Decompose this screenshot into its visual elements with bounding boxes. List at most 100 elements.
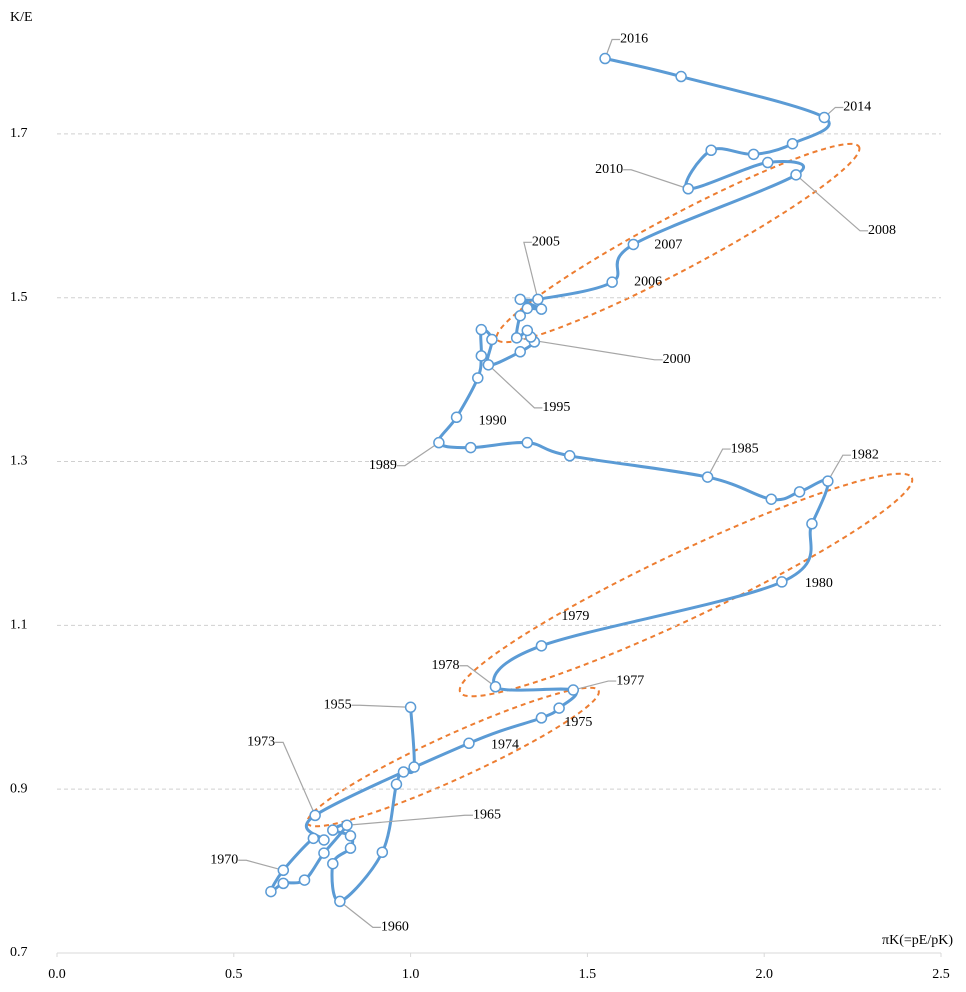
point-marker <box>535 303 548 315</box>
leader-line <box>795 174 869 232</box>
point-marker <box>298 874 311 886</box>
y-tick-label: 0.7 <box>10 945 28 960</box>
point-label: 1960 <box>381 920 409 935</box>
x-tick-label: 2.0 <box>755 967 773 982</box>
point-marker <box>793 486 806 498</box>
leader-line <box>604 38 621 59</box>
point-marker <box>627 238 640 251</box>
point-marker <box>535 712 548 724</box>
point-marker <box>472 372 484 384</box>
y-tick-label: 1.5 <box>10 290 28 305</box>
point-marker <box>450 411 463 424</box>
point-marker <box>475 323 488 336</box>
point-marker <box>705 144 717 157</box>
point-marker <box>567 684 580 696</box>
point-marker <box>341 819 353 831</box>
point-label: 2014 <box>843 100 871 115</box>
leader-line <box>623 169 689 190</box>
point-label: 1975 <box>564 715 592 730</box>
point-label: 1977 <box>616 673 644 688</box>
x-axis-label: πK(=pE/pK) <box>882 933 953 948</box>
point-marker <box>318 834 330 846</box>
point-label: 1973 <box>247 735 275 750</box>
point-label: 2000 <box>663 352 691 367</box>
point-marker <box>790 169 802 181</box>
point-marker <box>309 809 321 822</box>
leader-line <box>396 442 440 467</box>
point-marker <box>535 640 548 652</box>
leader-line <box>573 680 617 691</box>
point-marker <box>475 350 488 362</box>
point-marker <box>701 471 714 483</box>
point-marker <box>599 52 611 65</box>
point-marker <box>521 302 534 315</box>
point-marker <box>822 475 834 487</box>
point-label: 2006 <box>634 274 662 289</box>
point-marker <box>397 766 410 778</box>
x-tick-label: 1.5 <box>579 967 597 982</box>
point-marker <box>464 441 477 454</box>
point-label: 1982 <box>851 447 879 462</box>
leader-line <box>275 741 316 816</box>
point-marker <box>376 846 389 858</box>
point-label: 2010 <box>595 162 623 177</box>
x-tick-label: 2.5 <box>932 967 950 982</box>
point-marker <box>514 309 526 322</box>
y-tick-label: 0.9 <box>10 781 28 796</box>
point-marker <box>786 137 799 150</box>
point-marker <box>307 832 320 845</box>
point-label: 2008 <box>868 223 896 238</box>
point-label: 1985 <box>731 441 759 456</box>
point-marker <box>265 885 277 898</box>
point-marker <box>489 681 502 693</box>
highlight-ellipse <box>495 142 861 344</box>
point-label: 1974 <box>491 738 519 753</box>
y-tick-label: 1.1 <box>10 618 28 633</box>
point-label: 1995 <box>542 400 570 415</box>
point-marker <box>433 436 445 449</box>
data-line <box>269 57 831 903</box>
x-tick-label: 1.0 <box>402 967 420 982</box>
point-marker <box>553 702 565 714</box>
leader-line <box>707 448 731 478</box>
point-marker <box>563 450 576 462</box>
point-marker <box>514 293 526 306</box>
point-marker <box>327 857 339 870</box>
point-marker <box>606 276 618 288</box>
point-marker <box>521 436 534 449</box>
y-tick-label: 1.7 <box>10 126 28 141</box>
point-label: 2005 <box>532 235 560 250</box>
point-marker <box>776 576 788 588</box>
point-marker <box>463 737 475 750</box>
leader-line <box>523 241 539 300</box>
point-label: 1978 <box>431 658 459 673</box>
leader-line <box>346 814 473 826</box>
point-label: 1970 <box>210 852 238 867</box>
point-marker <box>390 778 403 791</box>
y-axis-label: K/E <box>10 10 33 25</box>
leader-line <box>516 337 663 361</box>
leader-line <box>487 364 543 409</box>
y-tick-label: 1.3 <box>10 454 28 469</box>
point-marker <box>482 359 495 371</box>
x-tick-label: 0.0 <box>48 967 66 982</box>
point-label: 1989 <box>369 458 397 473</box>
point-label: 2007 <box>654 238 682 253</box>
point-marker <box>765 493 778 505</box>
point-label: 2016 <box>620 32 648 47</box>
leader-line <box>238 859 284 871</box>
point-marker <box>334 895 346 908</box>
point-marker <box>277 864 290 877</box>
point-marker <box>675 70 687 83</box>
point-marker <box>521 324 534 337</box>
point-label: 1990 <box>479 414 507 429</box>
highlight-ellipse <box>458 472 914 698</box>
point-marker <box>486 333 498 346</box>
point-marker <box>327 824 339 836</box>
point-marker <box>532 293 544 306</box>
point-marker <box>318 847 330 859</box>
point-label: 1979 <box>561 609 589 624</box>
leader-line <box>827 454 851 482</box>
point-label: 1980 <box>805 576 833 591</box>
